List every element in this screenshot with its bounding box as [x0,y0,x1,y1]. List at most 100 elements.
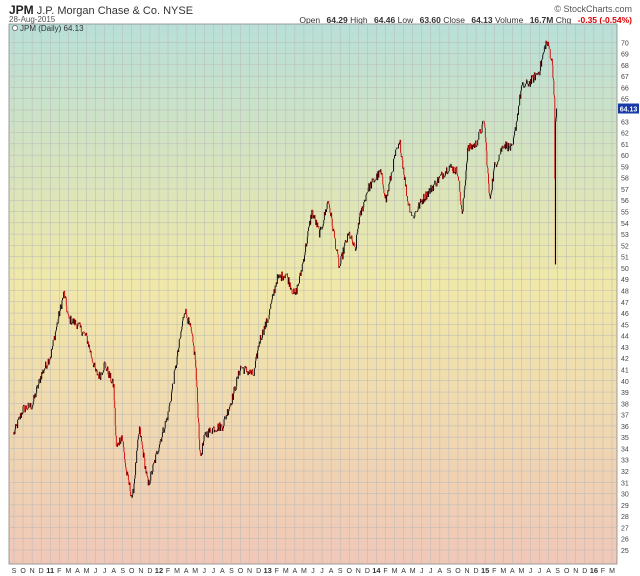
x-tick-label: J [311,568,315,575]
y-tick-label: 54 [621,221,629,228]
y-tick-label: 33 [621,458,629,465]
y-tick-label: 60 [621,153,629,160]
y-tick-label: 42 [621,356,629,363]
stat-value: 64.13 [471,15,493,25]
y-tick-label: 46 [621,311,629,318]
x-tick-label: O [129,568,135,575]
x-tick-label: O [564,568,570,575]
y-tick-label: 55 [621,210,629,217]
stat-label: High [347,15,370,25]
y-tick-label: 40 [621,379,629,386]
x-tick-label: A [75,568,80,575]
y-tick-label: 49 [621,277,629,284]
y-tick-label: 48 [621,289,629,296]
x-tick-label: F [275,568,279,575]
x-tick-label: O [347,568,353,575]
y-tick-label: 69 [621,52,629,59]
x-tick-label: 11 [46,566,54,575]
x-tick-label: A [184,568,189,575]
stat-value: 64.46 [373,15,396,25]
x-tick-label: M [84,568,90,575]
x-tick-label: F [166,568,170,575]
y-tick-label: 50 [621,266,629,273]
y-tick-label: 37 [621,413,629,420]
x-tick-label: M [500,568,506,575]
x-tick-label: A [329,568,334,575]
legend-marker [11,24,18,31]
x-tick-label: S [229,568,234,575]
x-tick-label: F [383,568,387,575]
price-stats: Open 64.29 High 64.46 Low 63.60 Close 64… [299,15,632,25]
x-tick-label: J [94,568,98,575]
y-tick-label: 67 [621,74,629,81]
x-tick-label: 14 [372,566,381,575]
x-tick-label: A [546,568,551,575]
x-tick-label: J [529,568,533,575]
y-tick-label: 52 [621,243,629,250]
x-tick-label: J [429,568,433,575]
stat-value: 63.60 [419,15,441,25]
x-tick-label: D [365,568,370,575]
x-tick-label: A [293,568,298,575]
x-tick-label: 15 [481,566,489,575]
y-tick-label: 43 [621,345,629,352]
x-tick-label: D [147,568,152,575]
y-tick-label: 56 [621,198,629,205]
y-tick-label: 68 [621,63,629,70]
company-name: J.P. Morgan Chase & Co. NYSE [36,5,194,17]
x-tick-label: J [103,568,107,575]
stat-value: 16.7M [529,15,554,25]
x-tick-label: F [492,568,496,575]
y-tick-label: 31 [621,480,629,487]
x-tick-label: S [338,568,343,575]
x-tick-label: O [20,568,26,575]
x-tick-label: 16 [590,566,598,575]
x-tick-label: A [111,568,116,575]
stat-label: Open [299,15,323,25]
y-tick-label: 57 [621,187,629,194]
brand-credit: © StockCharts.com [554,4,632,14]
stat-label: Chg [553,15,574,25]
y-tick-label: 47 [621,300,629,307]
x-tick-label: N [30,568,35,575]
x-tick-label: M [518,568,524,575]
y-tick-label: 35 [621,435,629,442]
last-price-tag [618,103,639,114]
x-tick-label: N [247,568,252,575]
x-tick-label: M [192,568,198,575]
ticker-symbol: JPM [9,3,34,17]
y-tick-label: 65 [621,97,629,104]
y-tick-label: 34 [621,446,629,453]
y-tick-label: 41 [621,367,629,374]
x-tick-label: A [220,568,225,575]
chart-title: JPM J.P. Morgan Chase & Co. NYSE [9,3,193,17]
x-tick-label: M [609,568,615,575]
x-tick-label: S [555,568,560,575]
stat-label: Low [395,15,416,25]
last-price-label: 64.13 [620,107,638,114]
y-tick-label: 39 [621,390,629,397]
x-tick-label: 13 [264,566,272,575]
x-tick-label: 12 [155,566,163,575]
x-tick-label: N [464,568,469,575]
x-tick-label: S [120,568,125,575]
x-tick-label: M [301,568,307,575]
x-tick-label: M [283,568,289,575]
x-tick-label: M [174,568,180,575]
x-tick-label: D [474,568,479,575]
y-tick-label: 51 [621,255,629,262]
x-tick-label: O [455,568,461,575]
x-tick-label: M [65,568,71,575]
y-tick-label: 38 [621,401,629,408]
x-tick-label: J [320,568,324,575]
chart-date: 28-Aug-2015 [9,15,56,24]
y-tick-label: 66 [621,85,629,92]
x-tick-label: A [510,568,515,575]
y-tick-label: 27 [621,525,629,532]
stat-value: 64.29 [326,15,348,25]
y-tick-label: 62 [621,131,629,138]
x-tick-label: N [573,568,578,575]
x-tick-label: D [256,568,261,575]
